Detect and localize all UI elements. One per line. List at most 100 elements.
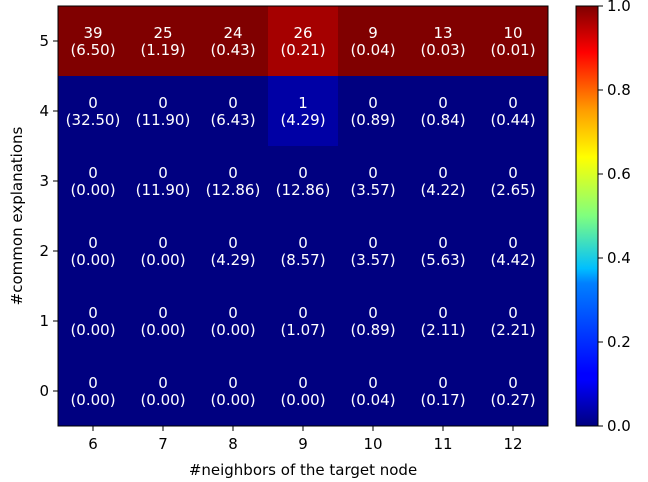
x-tick-label: 6 xyxy=(88,435,98,453)
cell-count-label: 0 xyxy=(438,304,448,322)
cell-count-label: 0 xyxy=(438,374,448,392)
x-tick-label: 7 xyxy=(158,435,168,453)
cell-expected-label: (12.86) xyxy=(276,181,331,199)
cell-expected-label: (0.43) xyxy=(210,41,255,59)
cell-expected-label: (0.04) xyxy=(350,41,395,59)
heatmap-cell xyxy=(58,286,129,357)
cell-expected-label: (4.22) xyxy=(420,181,465,199)
cell-expected-label: (0.00) xyxy=(70,321,115,339)
y-tick-label: 3 xyxy=(39,172,49,190)
x-tick-label: 12 xyxy=(503,435,522,453)
cell-expected-label: (2.11) xyxy=(420,321,465,339)
x-axis-ticks: 6 7 8 9 10 11 12 xyxy=(88,426,523,453)
cell-expected-label: (0.21) xyxy=(280,41,325,59)
cell-expected-label: (0.89) xyxy=(350,111,395,129)
cell-expected-label: (0.00) xyxy=(70,391,115,409)
heatmap-cell xyxy=(338,216,409,287)
cell-expected-label: (11.90) xyxy=(136,111,191,129)
cell-count-label: 0 xyxy=(228,234,238,252)
cell-expected-label: (0.00) xyxy=(280,391,325,409)
cell-expected-label: (0.44) xyxy=(490,111,535,129)
cell-count-label: 1 xyxy=(298,94,308,112)
cell-count-label: 0 xyxy=(368,374,378,392)
heatmap-cell xyxy=(268,356,339,427)
heatmap-cell xyxy=(268,286,339,357)
heatmap-cell xyxy=(338,6,409,77)
heatmap-cell xyxy=(128,286,199,357)
heatmap-cell xyxy=(338,286,409,357)
heatmap-cell xyxy=(198,146,269,217)
heatmap-cells xyxy=(58,6,549,427)
cell-count-label: 0 xyxy=(88,374,98,392)
heatmap-cell xyxy=(268,146,339,217)
cell-count-label: 26 xyxy=(293,24,312,42)
heatmap-cell xyxy=(408,76,479,147)
cell-count-label: 39 xyxy=(83,24,102,42)
cell-count-label: 0 xyxy=(508,374,518,392)
x-tick-label: 11 xyxy=(433,435,452,453)
heatmap-cell xyxy=(58,216,129,287)
x-axis-label: #neighbors of the target node xyxy=(189,461,417,479)
cell-expected-label: (0.00) xyxy=(70,181,115,199)
cell-expected-label: (0.03) xyxy=(420,41,465,59)
heatmap-cell xyxy=(478,146,549,217)
heatmap-cell xyxy=(408,356,479,427)
y-axis-ticks: 0 1 2 3 4 5 xyxy=(39,32,58,400)
heatmap-cell xyxy=(408,146,479,217)
heatmap-cell xyxy=(268,76,339,147)
heatmap-cell xyxy=(198,286,269,357)
heatmap-cell xyxy=(478,6,549,77)
cell-expected-label: (1.07) xyxy=(280,321,325,339)
colorbar-tick-label: 0.4 xyxy=(607,249,631,267)
cell-expected-label: (0.00) xyxy=(70,251,115,269)
cell-expected-label: (4.29) xyxy=(280,111,325,129)
heatmap-cell xyxy=(198,356,269,427)
heatmap-cell xyxy=(268,216,339,287)
cell-expected-label: (12.86) xyxy=(206,181,261,199)
cell-count-label: 9 xyxy=(368,24,378,42)
cell-count-label: 0 xyxy=(298,164,308,182)
cell-expected-label: (32.50) xyxy=(66,111,121,129)
cell-count-label: 0 xyxy=(368,234,378,252)
cell-expected-label: (0.00) xyxy=(210,391,255,409)
y-tick-label: 0 xyxy=(39,382,49,400)
x-tick-label: 8 xyxy=(228,435,238,453)
heatmap-cell xyxy=(478,286,549,357)
heatmap-cell xyxy=(58,356,129,427)
cell-count-label: 0 xyxy=(368,94,378,112)
y-tick-label: 5 xyxy=(39,32,49,50)
cell-expected-label: (2.65) xyxy=(490,181,535,199)
cell-count-label: 0 xyxy=(228,304,238,322)
cell-count-label: 0 xyxy=(88,94,98,112)
cell-expected-label: (0.00) xyxy=(210,321,255,339)
cell-count-label: 0 xyxy=(438,94,448,112)
cell-count-label: 0 xyxy=(508,94,518,112)
cell-count-label: 13 xyxy=(433,24,452,42)
heatmap-cell xyxy=(128,76,199,147)
cell-count-label: 0 xyxy=(228,374,238,392)
cell-count-label: 0 xyxy=(298,234,308,252)
heatmap-cell xyxy=(128,6,199,77)
heatmap-cell xyxy=(58,76,129,147)
y-tick-label: 1 xyxy=(39,312,49,330)
colorbar-ticks: 0.0 0.2 0.4 0.6 0.8 1.0 xyxy=(598,0,631,435)
cell-count-label: 0 xyxy=(228,94,238,112)
cell-expected-label: (5.63) xyxy=(420,251,465,269)
cell-count-label: 0 xyxy=(158,164,168,182)
heatmap-cell xyxy=(58,146,129,217)
cell-count-label: 0 xyxy=(298,374,308,392)
cell-count-label: 0 xyxy=(158,234,168,252)
cell-expected-label: (0.27) xyxy=(490,391,535,409)
heatmap-cell xyxy=(128,146,199,217)
x-tick-label: 10 xyxy=(363,435,382,453)
heatmap-cell xyxy=(128,356,199,427)
cell-count-label: 0 xyxy=(368,304,378,322)
cell-count-label: 0 xyxy=(88,164,98,182)
heatmap-cell-labels: 39(6.50)25(1.19)24(0.43)26(0.21)9(0.04)1… xyxy=(66,24,536,409)
heatmap-cell xyxy=(338,76,409,147)
cell-count-label: 0 xyxy=(228,164,238,182)
heatmap-cell xyxy=(408,6,479,77)
x-tick-label: 9 xyxy=(298,435,308,453)
heatmap-cell xyxy=(198,216,269,287)
